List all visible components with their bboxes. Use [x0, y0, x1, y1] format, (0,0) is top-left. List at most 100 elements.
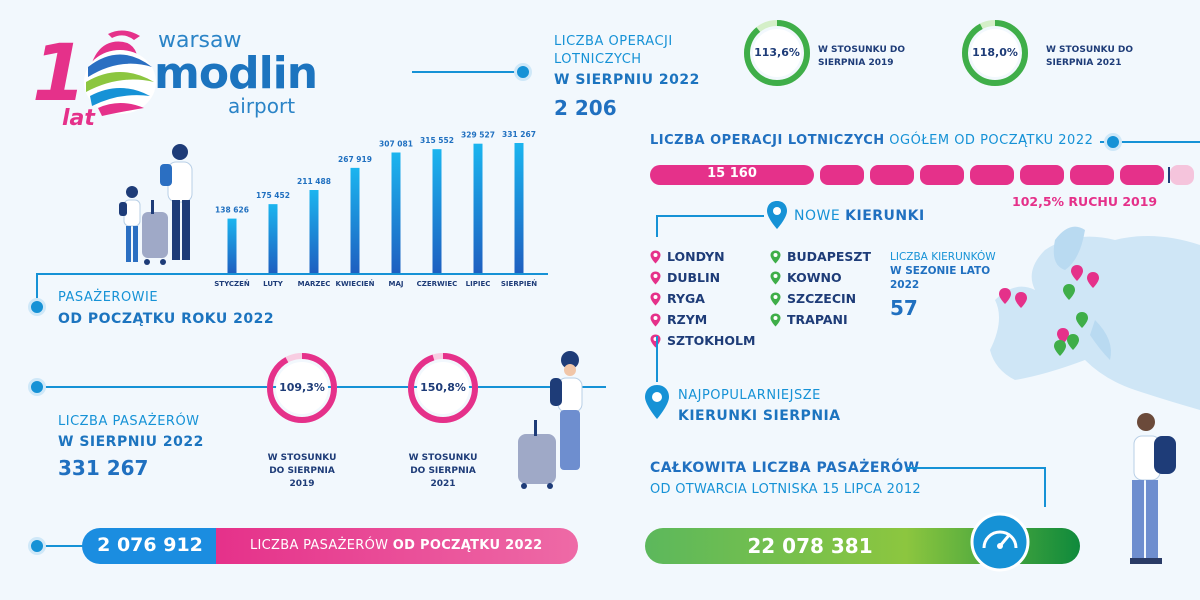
passengers-ring-2021-label: W STOSUNKU DO SIERPNIA 2021 — [396, 452, 490, 491]
new-routes-title-bold: KIERUNKI — [845, 208, 925, 224]
bar-category-label-3: KWIECIEŃ — [336, 279, 375, 288]
bar-value-label-5: 315 552 — [420, 136, 454, 145]
speedometer-icon — [970, 512, 1030, 572]
bar-0 — [227, 218, 237, 273]
location-pin-icon — [650, 271, 661, 284]
ytd-connector — [36, 545, 86, 547]
operations-total-pill — [650, 165, 814, 185]
passengers-ring-2019-label1: W STOSUNKU — [267, 453, 337, 463]
progress-segment-remaining — [1170, 165, 1194, 185]
operations-ring-2021-value: 118,0% — [972, 46, 1018, 59]
destination-name: KOWNO — [787, 270, 842, 285]
section-dot — [28, 378, 46, 396]
passengers-aug-value: 331 267 — [58, 456, 149, 480]
operations-total-title-rest: OGÓŁEM OD POCZĄTKU 2022 — [884, 133, 1094, 148]
destination-item: DUBLIN — [650, 267, 755, 288]
passengers-ytd-title-line2: OD POCZĄTKU ROKU 2022 — [58, 311, 275, 327]
passengers-monthly-bar-chart: 138 626 STYCZEŃ 175 452 LUTY 211 488 MARZEC 26… — [214, 130, 537, 288]
progress-segment-4 — [1020, 165, 1064, 185]
bar-category-label-2: MARZEC — [298, 280, 331, 288]
passengers-ytd-label: LICZBA PASAŻERÓW OD POCZĄTKU 2022 — [250, 538, 543, 553]
destination-item: LONDYN — [650, 246, 755, 267]
operations-ring-2019-value: 113,6% — [754, 46, 800, 59]
destination-name: TRAPANI — [787, 312, 848, 327]
logo-warsaw-text: warsaw — [158, 28, 242, 53]
location-pin-icon — [770, 292, 781, 305]
passengers-ring-2021-label1: W STOSUNKU — [408, 453, 478, 463]
total-passengers-line1: CAŁKOWITA LICZBA PASAŻERÓW — [650, 460, 920, 476]
operations-aug-line2: LOTNICZYCH — [554, 52, 642, 67]
bar-value-label-4: 307 081 — [379, 139, 413, 148]
total-connector-vertical — [1044, 467, 1046, 507]
passengers-ytd-label-bold: OD POCZĄTKU 2022 — [392, 538, 543, 553]
passengers-ytd-bar — [82, 528, 578, 564]
location-pin-icon — [770, 250, 781, 263]
logo-emblem-icon: 10 — [32, 29, 156, 119]
operations-ring-2021-label1: W STOSUNKU DO — [1046, 45, 1134, 55]
routes-connector-vertical — [656, 215, 658, 237]
popular-line1: NAJPOPULARNIEJSZE — [678, 388, 821, 403]
passengers-ring-2021-label2: DO SIERPNIA — [410, 466, 476, 476]
location-pin-icon — [645, 385, 669, 419]
location-pin-icon — [770, 271, 781, 284]
bar-1 — [268, 204, 278, 273]
destination-name: RZYM — [667, 312, 708, 327]
operations-aug-value: 2 206 — [554, 96, 617, 120]
season-routes-line2: W SEZONIE LATO — [890, 265, 991, 277]
destination-item: KOWNO — [770, 267, 871, 288]
bar-value-label-2: 211 488 — [297, 177, 331, 186]
passengers-ring-2021 — [408, 353, 478, 423]
progress-segment-5 — [1070, 165, 1114, 185]
popular-line2: KIERUNKI SIERPNIA — [678, 408, 841, 424]
destination-item: RYGA — [650, 288, 755, 309]
passengers-ytd-value: 2 076 912 — [97, 534, 203, 556]
bar-3 — [350, 167, 360, 273]
popular-connector — [656, 336, 658, 382]
passengers-ring-2019-label3: 2019 — [289, 479, 315, 489]
chart-baseline-connector — [36, 273, 548, 275]
progress-segment-1 — [870, 165, 914, 185]
destination-name: DUBLIN — [667, 270, 721, 285]
passengers-ring-2019 — [267, 353, 337, 423]
operations-ring-2021 — [962, 20, 1028, 86]
destination-item: BUDAPESZT — [770, 246, 871, 267]
bar-value-label-0: 138 626 — [215, 206, 249, 215]
logo-airport-text: airport — [228, 94, 296, 118]
bar-category-label-4: MAJ — [389, 280, 404, 288]
bar-4 — [391, 152, 401, 273]
passengers-ring-2019-label: W STOSUNKU DO SIERPNIA 2019 — [255, 452, 349, 491]
section-dot — [1104, 133, 1122, 151]
routes-connector — [656, 215, 764, 217]
passengers-aug-line2: W SIERPNIU 2022 — [58, 434, 204, 450]
bar-value-label-1: 175 452 — [256, 191, 290, 200]
location-pin-icon — [650, 313, 661, 326]
destination-name: BUDAPESZT — [787, 249, 872, 264]
location-pin-icon — [650, 292, 661, 305]
progress-marker — [1168, 167, 1170, 183]
new-routes-pink-list: LONDYN DUBLIN RYGA RZYM SZTOKHOLM — [650, 246, 755, 351]
passengers-ytd-label-light: LICZBA PASAŻERÓW — [250, 538, 393, 553]
passengers-ytd-title-line1: PASAŻEROWIE — [58, 290, 159, 305]
passengers-ring-2019-label2: DO SIERPNIA — [269, 466, 335, 476]
bar-category-label-5: CZERWIEC — [417, 280, 458, 288]
operations-ring-2019 — [744, 20, 810, 86]
section-dot — [28, 537, 46, 555]
operations-ring-2019-label1: W STOSUNKU DO — [818, 45, 906, 55]
bar-category-label-6: LIPIEC — [466, 280, 491, 288]
destination-name: SZCZECIN — [787, 291, 857, 306]
operations-total-title: LICZBA OPERACJI LOTNICZYCH OGÓŁEM OD POC… — [650, 133, 1093, 148]
new-routes-green-list: BUDAPESZT KOWNO SZCZECIN TRAPANI — [770, 246, 871, 330]
man-traveler-illustration — [1130, 413, 1176, 564]
operations-total-percent: 102,5% RUCHU 2019 — [1012, 194, 1158, 209]
airport-logo: 10 — [28, 22, 328, 137]
destination-name: SZTOKHOLM — [667, 333, 756, 348]
destination-item: RZYM — [650, 309, 755, 330]
season-routes-line3: 2022 — [890, 279, 920, 291]
bar-6 — [473, 143, 483, 273]
destination-item: SZCZECIN — [770, 288, 871, 309]
total-passengers-line2: OD OTWARCIA LOTNISKA 15 LIPCA 2012 — [650, 482, 921, 497]
europe-map-icon — [990, 226, 1200, 410]
bar-category-label-0: STYCZEŃ — [214, 279, 250, 288]
season-routes-line1: LICZBA KIERUNKÓW — [890, 251, 996, 263]
operations-total-title-bold: LICZBA OPERACJI LOTNICZYCH — [650, 133, 885, 148]
